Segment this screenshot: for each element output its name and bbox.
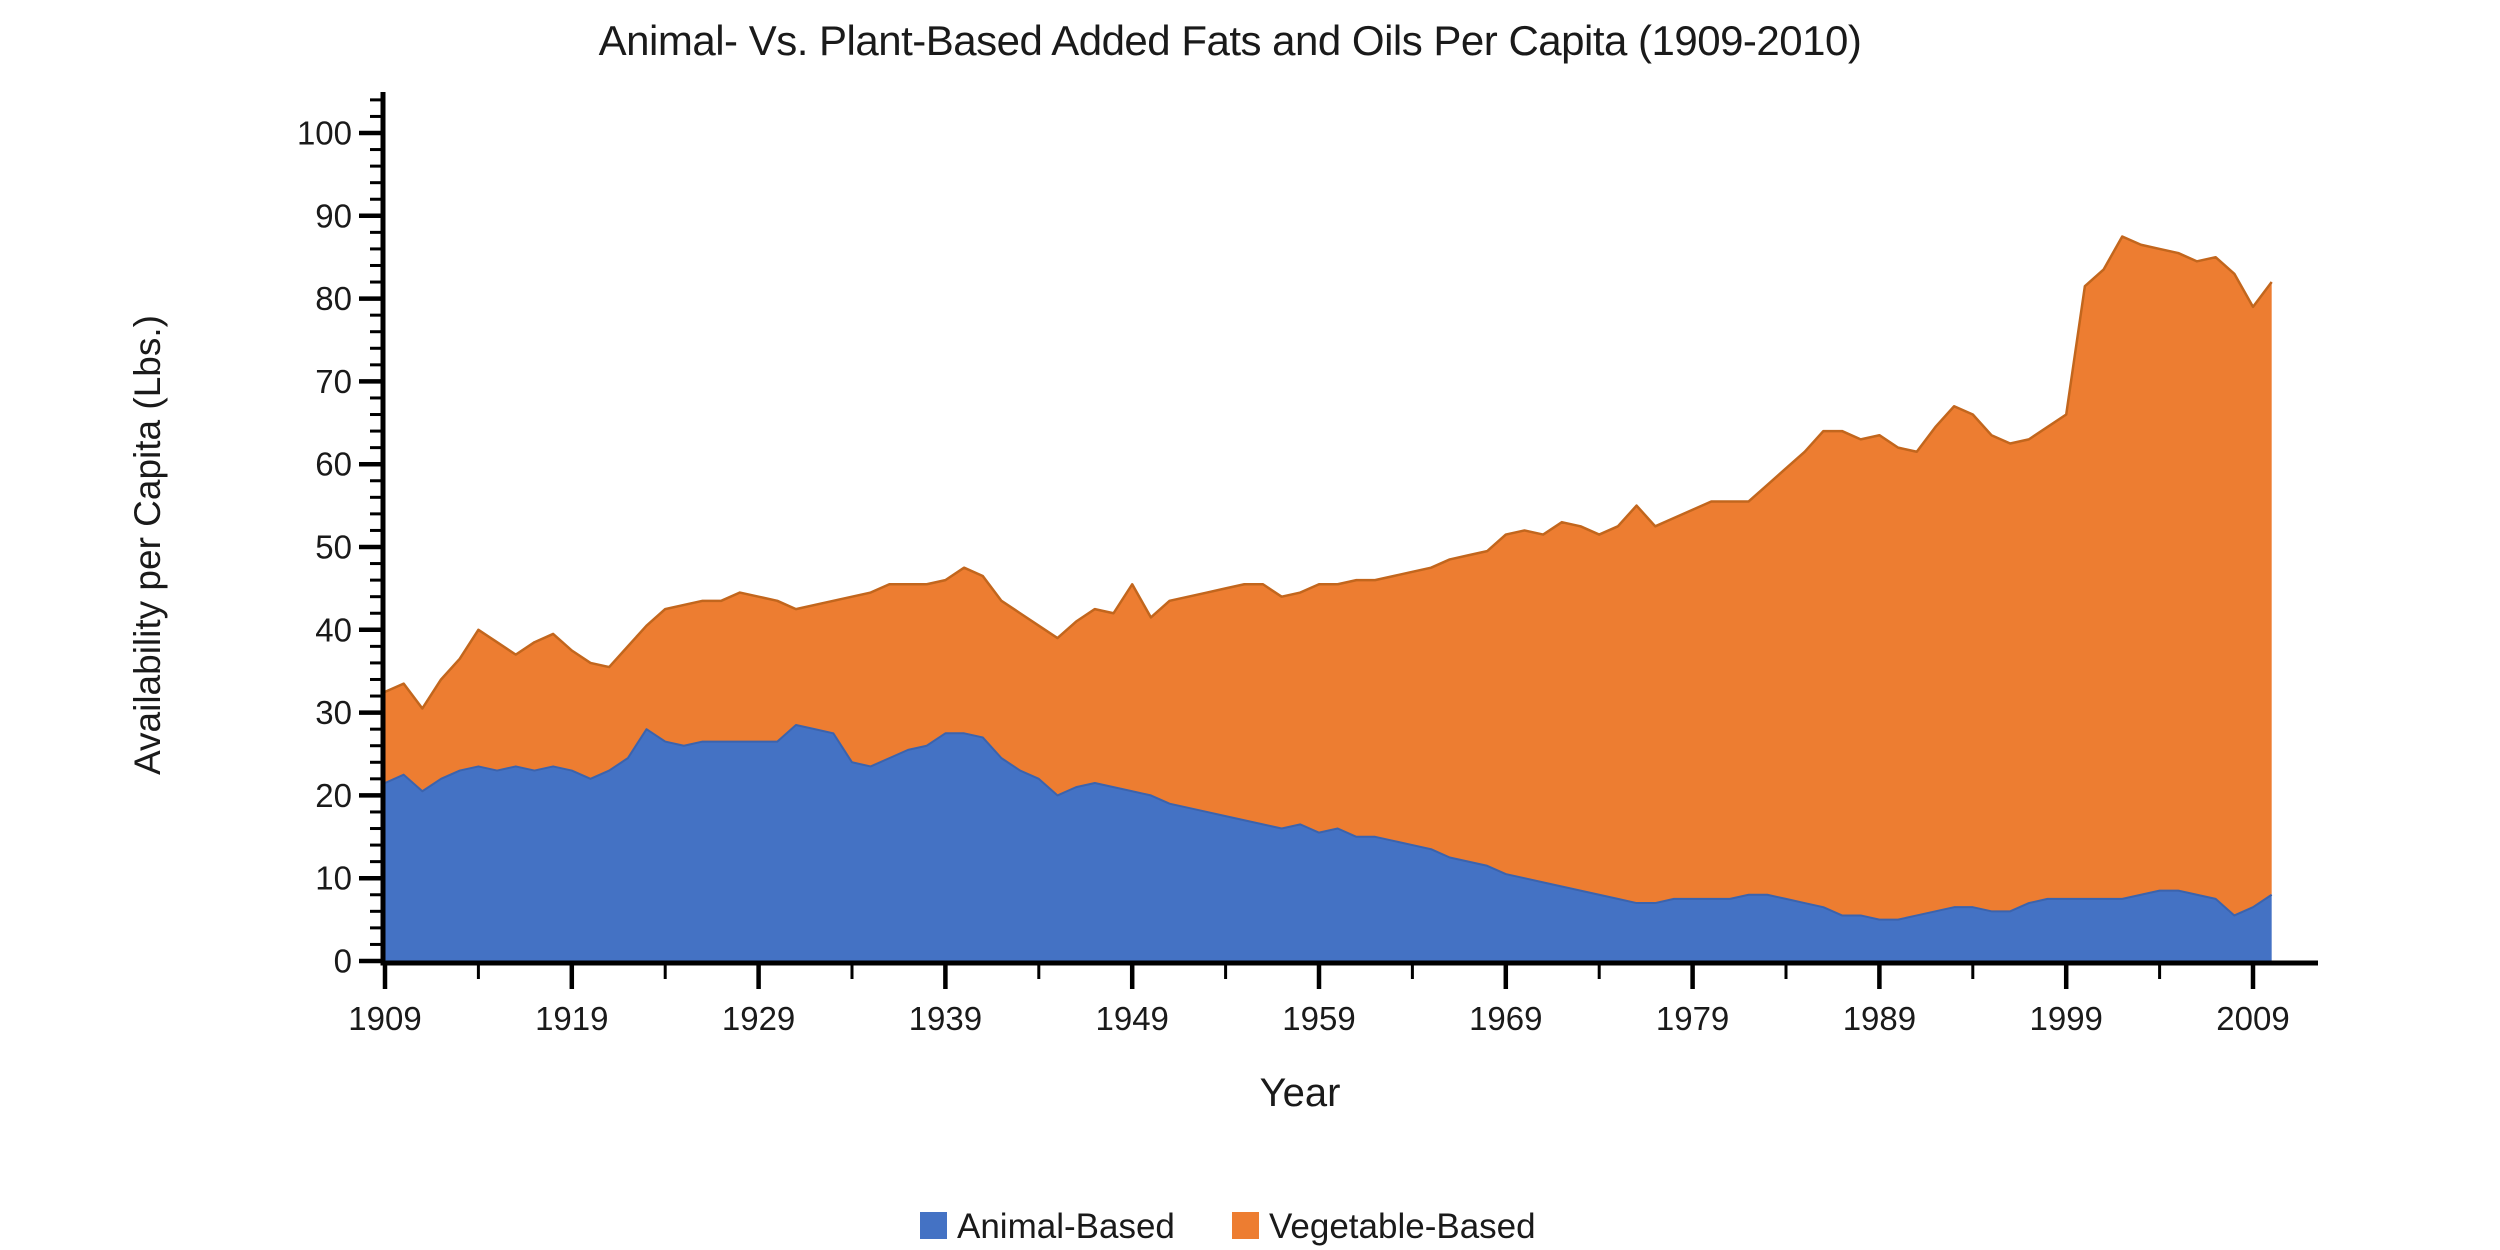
y-axis-tick-label: 20 — [315, 777, 352, 814]
x-axis-title: Year — [1260, 1071, 1341, 1115]
x-axis-tick-label: 1979 — [1656, 1000, 1729, 1037]
x-axis-tick-label: 1929 — [722, 1000, 795, 1037]
animal-area — [385, 725, 2272, 963]
legend: Animal-Based Vegetable-Based — [920, 1207, 1536, 1246]
y-axis-tick-label: 60 — [315, 446, 352, 483]
x-axis-tick-label: 1999 — [2029, 1000, 2102, 1037]
y-axis-tick-label: 80 — [315, 280, 352, 317]
x-axis-tick-label: 2009 — [2216, 1000, 2289, 1037]
chart-title: Animal- Vs. Plant-Based Added Fats and O… — [599, 17, 1862, 64]
x-axis-tick-label: 1949 — [1095, 1000, 1168, 1037]
y-axis: 0 10 20 30 40 50 60 70 80 90 100 — [297, 92, 386, 980]
x-axis-tick-label: 1989 — [1843, 1000, 1916, 1037]
x-axis-tick-label: 1969 — [1469, 1000, 1542, 1037]
x-axis-tick-label: 1959 — [1282, 1000, 1355, 1037]
y-axis-tick-label: 100 — [297, 115, 352, 152]
legend-swatch-animal — [920, 1212, 947, 1239]
vegetable-area — [385, 236, 2272, 920]
x-axis-tick-label: 1939 — [909, 1000, 982, 1037]
vegetable-edge-line — [384, 235, 2273, 710]
x-axis: 1909 1919 1929 1939 1949 1959 1969 1979 1989 1999… — [348, 960, 2318, 1037]
legend-label-vegetable: Vegetable-Based — [1269, 1207, 1536, 1246]
y-axis-tick-label: 50 — [315, 529, 352, 566]
plot-areas — [384, 235, 2273, 963]
y-axis-tick-label: 0 — [334, 943, 352, 980]
y-axis-tick-label: 10 — [315, 860, 352, 897]
x-axis-tick-label: 1919 — [535, 1000, 608, 1037]
animal-edge-line — [384, 724, 2273, 921]
y-axis-tick-label: 70 — [315, 363, 352, 400]
y-axis-tick-label: 30 — [315, 694, 352, 731]
y-axis-tick-label: 90 — [315, 197, 352, 234]
x-axis-tick-label: 1909 — [348, 1000, 421, 1037]
y-axis-tick-label: 40 — [315, 611, 352, 648]
legend-label-animal: Animal-Based — [957, 1207, 1175, 1246]
legend-swatch-vegetable — [1232, 1212, 1259, 1239]
y-axis-title: Availability per Capita (Lbs.) — [127, 315, 168, 775]
